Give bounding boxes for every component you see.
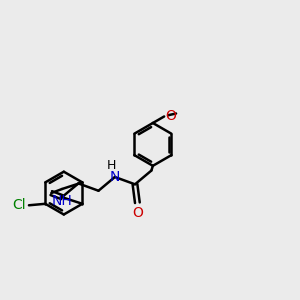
Text: Cl: Cl [12, 198, 26, 212]
Text: H: H [106, 159, 116, 172]
Text: O: O [165, 109, 176, 123]
Text: N: N [110, 170, 120, 184]
Text: O: O [132, 206, 143, 220]
Text: NH: NH [52, 194, 72, 208]
